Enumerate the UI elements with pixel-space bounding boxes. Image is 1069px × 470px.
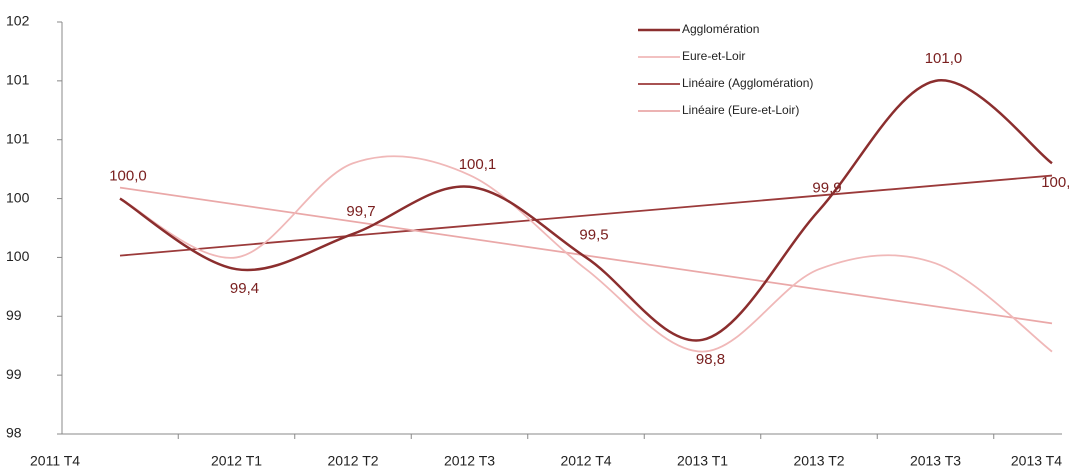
trendline (119, 174, 1053, 257)
legend-label: Linéaire (Eure-et-Loir) (682, 103, 799, 117)
x-tick-label: 2012 T3 (444, 453, 495, 469)
data-label: 100,1 (459, 156, 497, 173)
trendline (119, 186, 1053, 325)
y-tick-label: 101 (6, 130, 30, 146)
series-line (119, 79, 1053, 342)
y-tick-label: 101 (6, 72, 30, 88)
legend-label: Linéaire (Agglomération) (682, 76, 813, 90)
y-tick-label: 99 (6, 307, 22, 323)
data-label: 100,3 (1041, 174, 1069, 191)
y-tick-label: 100 (6, 248, 30, 264)
x-tick-label: 2013 T2 (793, 453, 844, 469)
y-tick-label: 99 (6, 366, 22, 382)
data-label: 99,5 (579, 226, 608, 243)
x-tick-label: 2013 T3 (910, 453, 961, 469)
x-tick-label: 2012 T4 (560, 453, 611, 469)
x-tick-label: 2012 T1 (211, 453, 262, 469)
data-label: 100,0 (109, 168, 147, 185)
data-label: 99,9 (812, 179, 841, 196)
data-label: 99,7 (346, 203, 375, 220)
data-label: 98,8 (696, 351, 725, 368)
x-tick-label: 2011 T4 (30, 453, 80, 469)
y-tick-label: 98 (6, 425, 22, 441)
data-label: 101,0 (925, 50, 963, 67)
x-tick-label: 2012 T2 (327, 453, 378, 469)
y-tick-label: 102 (6, 13, 30, 29)
series-line (119, 155, 1053, 353)
x-tick-label: 2013 T4 (1011, 453, 1062, 469)
legend-label: Eure-et-Loir (682, 49, 745, 63)
y-tick-label: 100 (6, 189, 30, 205)
x-tick-label: 2013 T1 (677, 453, 728, 469)
legend-label: Agglomération (682, 22, 759, 36)
data-label: 99,4 (230, 280, 259, 297)
